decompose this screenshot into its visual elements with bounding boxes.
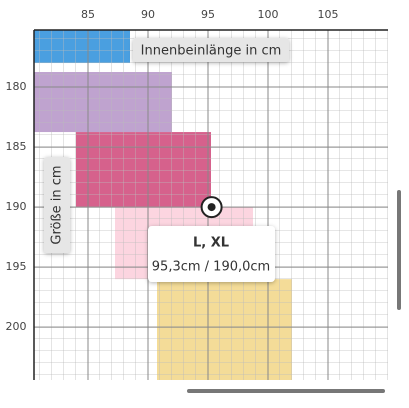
y-tick-label: 200: [6, 320, 27, 333]
y-axis-title: Größe in cm: [50, 165, 65, 244]
tooltip-text: 95,3cm / 190,0cm: [152, 260, 270, 275]
y-tick-label: 185: [6, 140, 27, 153]
x-axis-title: Innenbeinlänge in cm: [141, 44, 282, 59]
y-tick-label: 195: [6, 260, 27, 273]
y-tick-label: 190: [6, 200, 27, 213]
tooltip: [148, 226, 275, 282]
y-label-box: [44, 157, 70, 253]
x-tick-label: 95: [201, 8, 215, 21]
x-tick-label: 105: [318, 8, 339, 21]
v-scrollbar[interactable]: [397, 190, 401, 310]
y-tick-label: 180: [6, 80, 27, 93]
h-scrollbar[interactable]: [187, 389, 385, 393]
x-tick-label: 100: [258, 8, 279, 21]
tooltip-title: L, XL: [193, 236, 229, 251]
x-label-box: [133, 38, 289, 62]
x-tick-label: 85: [81, 8, 95, 21]
x-tick-label: 90: [141, 8, 155, 21]
marker-dot: [207, 203, 216, 212]
